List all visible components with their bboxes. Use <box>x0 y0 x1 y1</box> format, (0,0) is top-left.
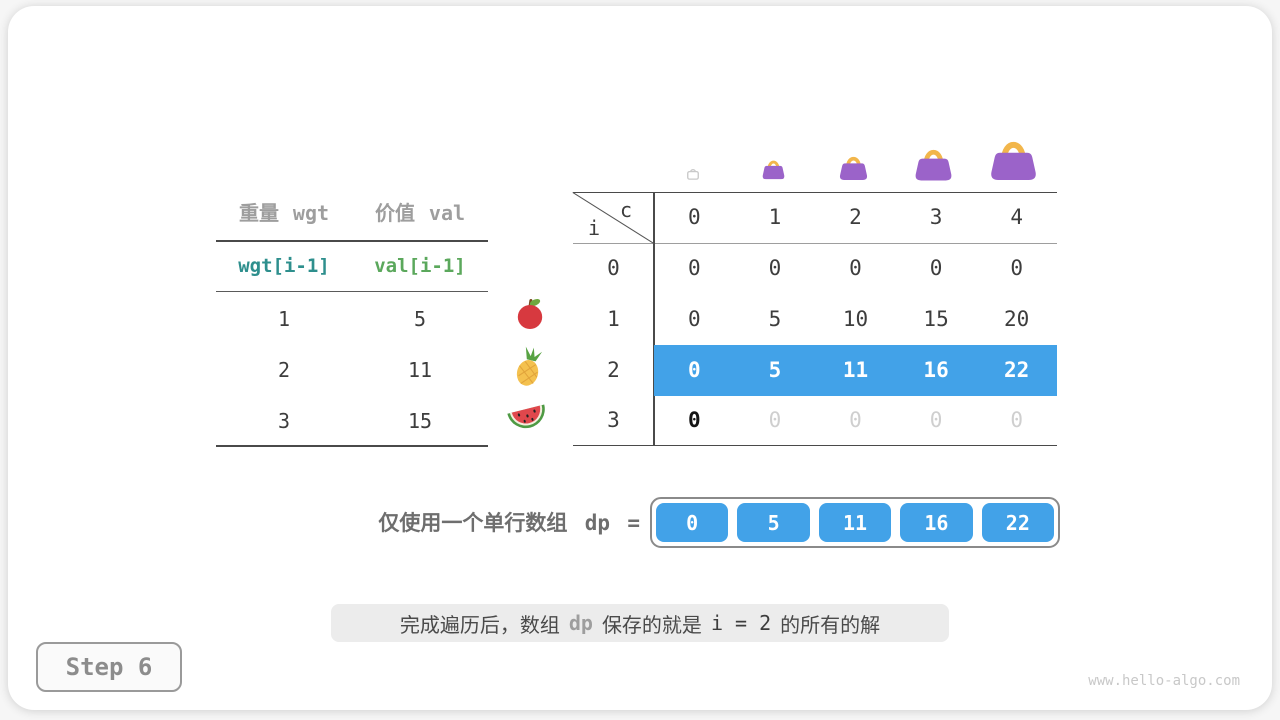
dp-array-label-zh: 仅使用一个单行数组 <box>378 511 568 535</box>
items-table-header-row: 重量 wgt 价值 val <box>216 188 488 238</box>
dp-row-0: 0 0 0 0 0 0 <box>573 243 1057 294</box>
value-header-zh: 价值 <box>374 201 415 225</box>
dp-cell: 0 <box>929 256 943 280</box>
dp-table-header-rule <box>573 243 1057 244</box>
dp-cell: 5 <box>768 307 782 331</box>
item3-value: 15 <box>407 409 433 433</box>
dp-array-container: 0 5 11 16 22 <box>650 497 1060 548</box>
watermelon-icon <box>507 404 545 429</box>
dp-cell: 0 <box>1010 256 1023 280</box>
bag-icon-xlarge <box>991 142 1036 180</box>
dp-array-label-code: dp <box>584 511 611 535</box>
dp-array-cell: 0 <box>656 503 729 542</box>
caption-code-i2: i = 2 <box>710 611 772 635</box>
col-header-2: 2 <box>849 205 862 229</box>
dp-cell-pending: 0 <box>1010 408 1023 432</box>
equals-sign: = <box>627 511 640 535</box>
dp-table-col-header-row: 0 1 2 3 4 <box>573 192 1057 243</box>
items-table-row-3: 3 15 <box>216 396 488 446</box>
dp-cell-highlighted: 22 <box>1004 358 1030 382</box>
dp-array-cell: 11 <box>818 503 892 542</box>
items-table-mid-rule <box>216 291 488 292</box>
bag-icon-small <box>762 160 785 180</box>
dp-cell-highlighted: 11 <box>842 358 869 382</box>
caption-box: 完成遍历后，数组 dp 保存的就是 i = 2 的所有的解 <box>331 604 949 642</box>
items-table-index-row: wgt[i-1] val[i-1] <box>216 241 488 291</box>
value-header-code: val <box>428 201 466 225</box>
col-header-1: 1 <box>768 205 782 229</box>
weight-header-zh: 重量 <box>238 201 279 225</box>
items-table-top-rule <box>216 240 488 242</box>
dp-cell: 20 <box>1004 307 1030 331</box>
items-table-row-1: 1 5 <box>216 294 488 345</box>
weight-header-code: wgt <box>292 201 330 225</box>
items-table-row-2: 2 11 <box>216 345 488 396</box>
items-table-bottom-rule <box>216 445 488 447</box>
dp-cell-highlighted: 0 <box>687 358 701 382</box>
dp-table-bottom-rule <box>573 445 1057 446</box>
corner-row-var: i <box>588 216 601 240</box>
dp-cell-highlighted: 5 <box>768 358 782 382</box>
item1-value: 5 <box>413 307 427 331</box>
caption-text: 完成遍历后，数组 <box>399 612 560 637</box>
step-badge: Step 6 <box>36 642 182 692</box>
item3-weight: 3 <box>277 409 291 433</box>
dp-table-vertical-rule <box>653 192 655 445</box>
dp-cell-pending: 0 <box>768 408 782 432</box>
items-table-header-value: 价值 val <box>352 188 488 238</box>
col-header-4: 4 <box>1010 205 1023 229</box>
highlighted-row-band: 0 5 11 16 22 <box>654 345 1057 396</box>
col-header-0: 0 <box>687 205 701 229</box>
val-index-label: val[i-1] <box>374 255 466 277</box>
row-label-0: 0 <box>607 256 620 280</box>
item2-value: 11 <box>407 358 433 382</box>
caption-text: 保存的就是 <box>601 612 702 637</box>
diagram-card <box>8 6 1272 710</box>
dp-cell: 0 <box>687 307 701 331</box>
dp-row-2-highlighted: 2 0 5 11 16 22 <box>573 345 1057 396</box>
dp-row-3: 3 0 0 0 0 0 <box>573 396 1057 445</box>
dp-cell-highlighted: 16 <box>923 358 949 382</box>
bag-icon-medium <box>839 156 868 180</box>
empty-bag-icon <box>687 168 699 180</box>
watermark: www.hello-algo.com <box>1088 673 1240 689</box>
dp-array-cell: 22 <box>981 503 1055 542</box>
row-label-3: 3 <box>607 408 620 432</box>
dp-row-1: 1 0 5 10 15 20 <box>573 294 1057 345</box>
item1-weight: 1 <box>277 307 291 331</box>
caption-text: 的所有的解 <box>780 612 881 637</box>
apple-icon <box>517 298 543 329</box>
dp-cell-pending: 0 <box>849 408 862 432</box>
dp-cell: 15 <box>923 307 949 331</box>
dp-array-label: 仅使用一个单行数组 dp = <box>280 506 640 540</box>
col-header-3: 3 <box>929 205 943 229</box>
corner-col-var: c <box>620 198 633 222</box>
dp-cell: 0 <box>849 256 862 280</box>
dp-cell-computed: 0 <box>687 408 701 432</box>
dp-cell: 10 <box>842 307 869 331</box>
items-table-header-weight: 重量 wgt <box>216 188 352 238</box>
dp-array-cell: 5 <box>737 503 810 542</box>
dp-array-cell: 16 <box>900 503 973 542</box>
wgt-index-label: wgt[i-1] <box>238 255 330 277</box>
dp-cell-pending: 0 <box>929 408 943 432</box>
item2-weight: 2 <box>277 358 291 382</box>
row-label-2: 2 <box>607 358 620 382</box>
caption-code-dp: dp <box>568 611 593 635</box>
dp-cell: 0 <box>768 256 782 280</box>
dp-cell: 0 <box>687 256 701 280</box>
pineapple-icon <box>516 346 543 386</box>
row-label-1: 1 <box>607 307 620 331</box>
bag-icon-large <box>915 149 952 181</box>
dp-table-top-rule <box>573 192 1057 193</box>
